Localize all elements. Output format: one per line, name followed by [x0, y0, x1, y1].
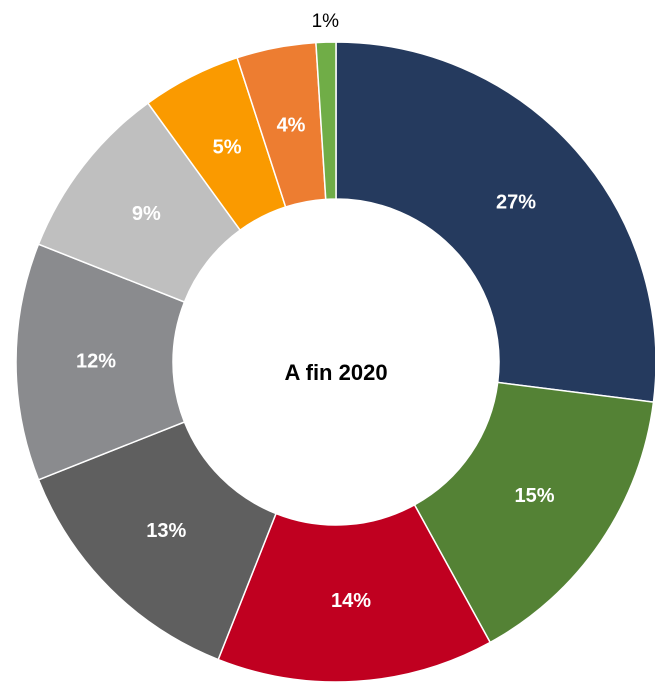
donut-slice: [217, 503, 492, 683]
data-label: 1%: [312, 11, 340, 32]
data-label: 5%: [213, 136, 242, 158]
data-label: 13%: [146, 520, 186, 542]
data-label: 12%: [76, 350, 116, 372]
center-label: A fin 2020: [284, 360, 387, 385]
data-label: 27%: [496, 192, 536, 214]
data-label: 14%: [331, 590, 371, 612]
data-label: 9%: [132, 203, 161, 225]
donut-slice: [315, 41, 337, 201]
data-label: 4%: [277, 115, 306, 137]
donut-slice: [15, 243, 186, 481]
donut-slice: [335, 41, 655, 403]
data-label: 15%: [514, 485, 554, 507]
donut-slice: [413, 381, 655, 644]
donut-slice: [37, 421, 277, 661]
